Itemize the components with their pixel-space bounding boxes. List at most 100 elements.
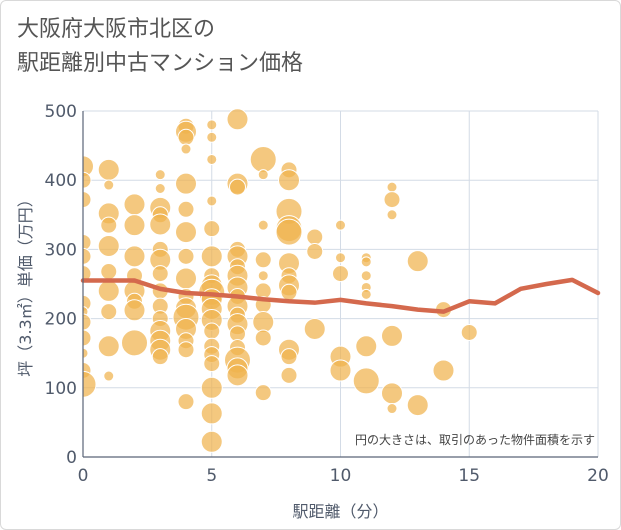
bubble-point [180, 143, 192, 155]
y-tick-label: 500 [45, 102, 77, 122]
bubble-point [123, 214, 146, 237]
bubble-point [100, 263, 118, 281]
trend-series [80, 277, 601, 314]
bubble-point [203, 355, 221, 373]
bubble-point [121, 329, 148, 357]
bubble-point [386, 181, 398, 193]
bubble-point [306, 228, 324, 246]
bubble-point [83, 265, 92, 283]
bubble-point [257, 270, 269, 282]
y-axis-label: 坪（3.3㎡）単価（万円） [16, 191, 35, 376]
bubble-point [103, 179, 115, 191]
bubble-point [97, 234, 120, 257]
bubble-point [177, 393, 195, 411]
bubble-point [203, 220, 221, 238]
bubble-point [200, 402, 223, 425]
bubble-point [280, 283, 298, 301]
y-tick-label: 300 [45, 240, 77, 260]
y-tick-label: 0 [66, 448, 77, 468]
y-tick-label: 200 [45, 310, 77, 330]
x-tick-label: 15 [458, 466, 480, 486]
bubble-point [275, 218, 303, 246]
bubble-point [177, 247, 195, 265]
chart-title-line1: 大阪府大阪市北区の [17, 17, 216, 42]
bubble-point [386, 403, 398, 415]
bubble-point [329, 359, 352, 382]
bubble-point [306, 242, 324, 260]
bubble-point [383, 191, 401, 209]
bubble-point [175, 221, 197, 244]
bubble-point [303, 317, 326, 340]
bubble-point [177, 200, 195, 218]
bubble-point [97, 279, 120, 302]
bubble-point [381, 324, 403, 347]
bubble-point [151, 265, 169, 283]
grid-lines [83, 110, 599, 457]
bubble-point [252, 311, 275, 334]
bubble-point [206, 195, 218, 207]
bubble-point [332, 265, 349, 283]
bubble-point [83, 191, 92, 209]
bubble-point [226, 108, 249, 131]
bubble-point [280, 366, 298, 384]
bubble-point [123, 193, 146, 216]
bubble-point [149, 213, 172, 236]
bubble-point [406, 394, 429, 417]
bubble-point [83, 247, 92, 265]
x-tick-label: 20 [587, 466, 609, 486]
bubble-point [360, 256, 372, 268]
bubble-point [229, 178, 246, 196]
bubble-point [200, 376, 223, 399]
bubble-point [83, 370, 97, 398]
x-axis-label: 駅距離（分） [292, 502, 388, 521]
bubble-point [280, 348, 298, 366]
trend-line [80, 277, 601, 314]
bubble-point [278, 169, 300, 192]
bubble-point [83, 313, 92, 331]
bubble-point [177, 128, 195, 146]
bubble-point [154, 169, 166, 181]
bubble-point [360, 270, 372, 282]
bubble-point [352, 367, 380, 395]
bubble-point [335, 252, 346, 264]
bubble-point [360, 288, 372, 300]
bubble-point [200, 245, 223, 268]
bubble-point [460, 323, 478, 341]
chart-title-line2: 駅距離別中古マンション価格 [17, 51, 304, 76]
bubble-point [200, 430, 223, 453]
bubble-point [83, 347, 89, 359]
bubble-point [386, 209, 398, 221]
bubble-point [151, 348, 169, 366]
bubble-point [206, 119, 218, 131]
bubble-point [97, 158, 120, 181]
bubble-point [83, 233, 92, 251]
bubble-point [406, 250, 429, 273]
bubble-point [226, 364, 249, 387]
size-legend-note: 円の大きさは、取引のあった物件面積を示す [355, 432, 595, 447]
bubble-point [203, 322, 221, 340]
bubble-point [381, 382, 403, 405]
x-tick-label: 0 [78, 466, 89, 486]
bubble-point [177, 341, 195, 359]
bubble-point [154, 183, 166, 195]
bubble-point [257, 219, 269, 231]
bubble-point [206, 153, 218, 165]
bubble-point [254, 384, 272, 402]
bubble-point [83, 171, 92, 189]
bubble-point [100, 216, 118, 234]
bubble-point [254, 329, 272, 347]
chart-title: 大阪府大阪市北区の 駅距離別中古マンション価格 [17, 13, 303, 81]
bubble-point [83, 155, 94, 178]
bubble-point [123, 299, 146, 322]
bubble-point [254, 251, 272, 269]
bubble-point [123, 245, 146, 268]
bubble-point [175, 172, 197, 195]
bubble-point [175, 267, 197, 290]
bubble-point [83, 329, 92, 347]
bubble-point [355, 335, 378, 358]
x-tick-label: 10 [330, 466, 352, 486]
bubble-point [335, 219, 346, 231]
